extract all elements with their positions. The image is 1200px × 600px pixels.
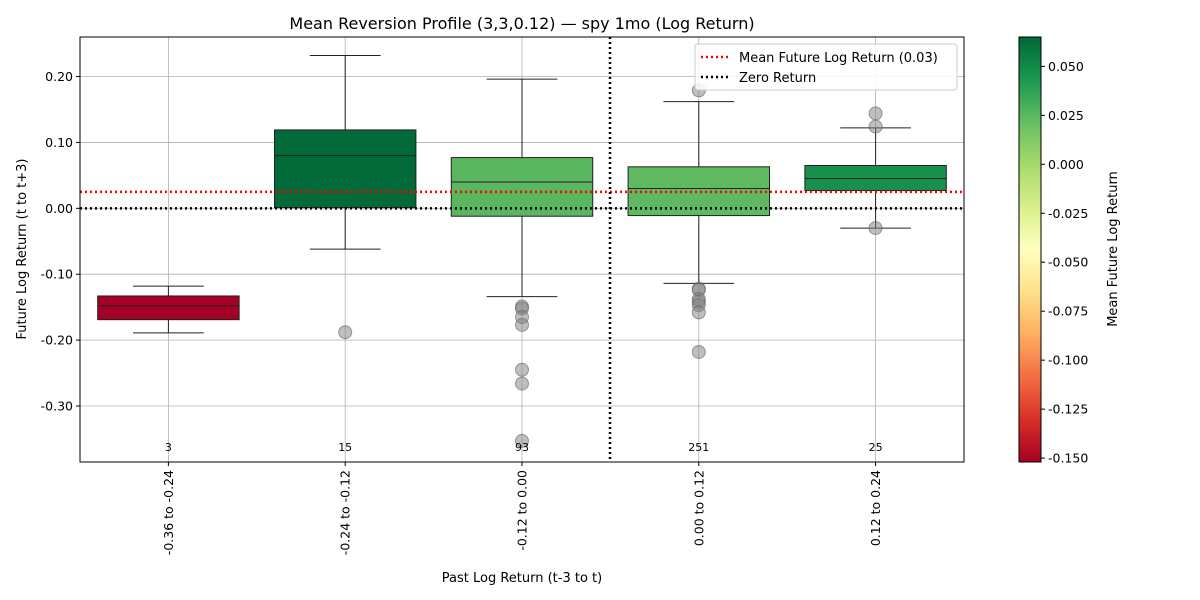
- box-group: [273, 54, 417, 340]
- box-body: [273, 129, 417, 209]
- outlier-point: [515, 376, 529, 391]
- y-tick-label: 0.10: [45, 135, 73, 150]
- outlier-point: [868, 106, 883, 121]
- y-tick-label: 0.00: [45, 201, 73, 216]
- box-group: [450, 78, 594, 448]
- box-group: [97, 285, 240, 334]
- colorbar-tick-label: -0.100: [1048, 353, 1088, 368]
- y-tick-label: 0.20: [45, 69, 73, 84]
- legend-box: [694, 43, 958, 91]
- legend: Mean Future Log Return (0.03) Zero Retur…: [694, 43, 958, 91]
- x-tick-label: -0.24 to -0.12: [338, 470, 353, 555]
- outlier-point: [515, 433, 529, 448]
- y-tick-label: -0.30: [41, 398, 73, 413]
- chart-title: Mean Reversion Profile (3,3,0.12) — spy …: [289, 14, 754, 33]
- colorbar-tick-label: -0.075: [1048, 304, 1088, 319]
- outlier-point: [691, 305, 706, 320]
- count-label: 251: [688, 441, 709, 454]
- x-tick-label: 0.12 to 0.24: [868, 470, 883, 546]
- reference-lines: [80, 37, 964, 462]
- colorbar-tick-label: -0.125: [1048, 402, 1088, 417]
- colorbar: 0.050 0.025 0.000 -0.025 -0.050 -0.075 -0.100 -…: [1018, 36, 1121, 466]
- legend-mean-label: Mean Future Log Return (0.03): [739, 51, 938, 66]
- box-body: [804, 164, 947, 192]
- outlier-point: [338, 325, 353, 340]
- y-axis-ticks: 0.20 0.10 0.00 -0.10 -0.20 -0.30: [41, 69, 80, 413]
- x-tick-label: 0.00 to 0.12: [691, 470, 706, 546]
- outlier-point: [515, 362, 529, 377]
- count-labels: 3 15 93 251 25: [165, 441, 883, 454]
- count-label: 3: [165, 441, 172, 454]
- colorbar-tick-label: 0.000: [1048, 157, 1084, 172]
- box-plots: [97, 54, 947, 448]
- box-body: [97, 295, 240, 321]
- colorbar-tick-label: -0.050: [1048, 255, 1088, 270]
- colorbar-tick-label: 0.050: [1048, 59, 1084, 74]
- x-axis-ticks: -0.36 to -0.24 -0.24 to -0.12 -0.12 to 0.0…: [161, 462, 883, 555]
- colorbar-ticks: 0.050 0.025 0.000 -0.025 -0.050 -0.075 -0.100 -…: [1041, 59, 1088, 466]
- colorbar-tick-label: 0.025: [1048, 108, 1084, 123]
- count-label: 93: [515, 441, 529, 454]
- box-group: [804, 106, 947, 236]
- colorbar-tick-label: -0.150: [1048, 451, 1088, 466]
- x-tick-label: -0.36 to -0.24: [161, 470, 176, 555]
- y-tick-label: -0.20: [41, 333, 73, 348]
- y-axis-label: Future Log Return (t to t+3): [15, 159, 30, 340]
- box-body: [627, 166, 771, 217]
- x-tick-label: -0.12 to 0.00: [515, 470, 530, 551]
- box-body: [450, 157, 594, 217]
- x-axis-label: Past Log Return (t-3 to t): [442, 571, 602, 586]
- colorbar-tick-label: -0.025: [1048, 206, 1088, 221]
- legend-zero-label: Zero Return: [739, 71, 816, 86]
- outlier-point: [691, 344, 706, 359]
- colorbar-label: Mean Future Log Return: [1106, 171, 1121, 327]
- outlier-point: [515, 317, 529, 332]
- outlier-point: [868, 119, 883, 134]
- y-tick-label: -0.10: [41, 267, 73, 282]
- colorbar-gradient: [1018, 36, 1042, 463]
- count-label: 15: [338, 441, 352, 454]
- outlier-point: [868, 221, 883, 236]
- box-group: [627, 83, 771, 359]
- count-label: 25: [869, 441, 883, 454]
